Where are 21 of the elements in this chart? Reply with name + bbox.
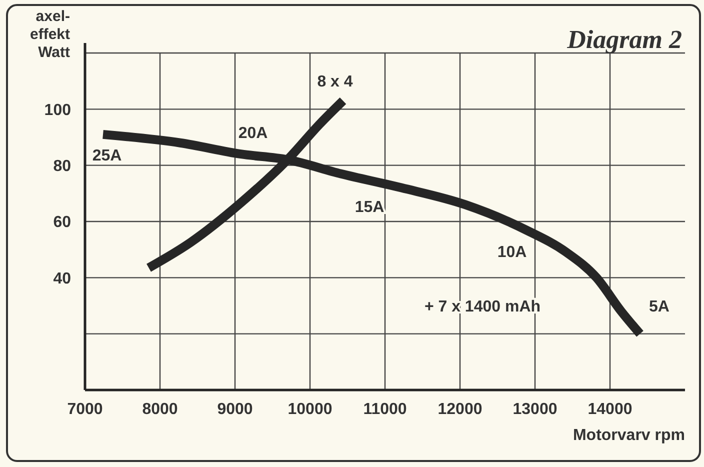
y-tick-label: 80 (53, 158, 72, 175)
x-tick-label: 13000 (512, 401, 558, 418)
x-axis-title: Motorvarv rpm (572, 427, 685, 444)
chart-title: Diagram 2 (566, 25, 682, 54)
y-tick-label: 100 (44, 102, 72, 119)
series-label: 8 x 4 (317, 74, 353, 91)
x-tick-label: 7000 (67, 401, 103, 418)
annotation: 5A (649, 298, 670, 316)
annotation: 25A (92, 147, 122, 164)
annotation: 20A (238, 125, 268, 142)
x-tick-label: 10000 (288, 401, 332, 418)
annotation: 10A (497, 244, 528, 262)
x-tick-label: 11000 (363, 401, 407, 418)
x-tick-label: 9000 (217, 401, 253, 418)
y-tick-label: 40 (53, 270, 72, 288)
x-tick-label: 14000 (588, 401, 632, 418)
x-tick-label: 12000 (438, 401, 482, 418)
y-tick-label: 60 (53, 214, 72, 232)
annotation: 15A (354, 199, 385, 216)
y-axis-title: axel- effekt Watt (30, 8, 70, 61)
x-tick-label: 8000 (142, 401, 178, 418)
